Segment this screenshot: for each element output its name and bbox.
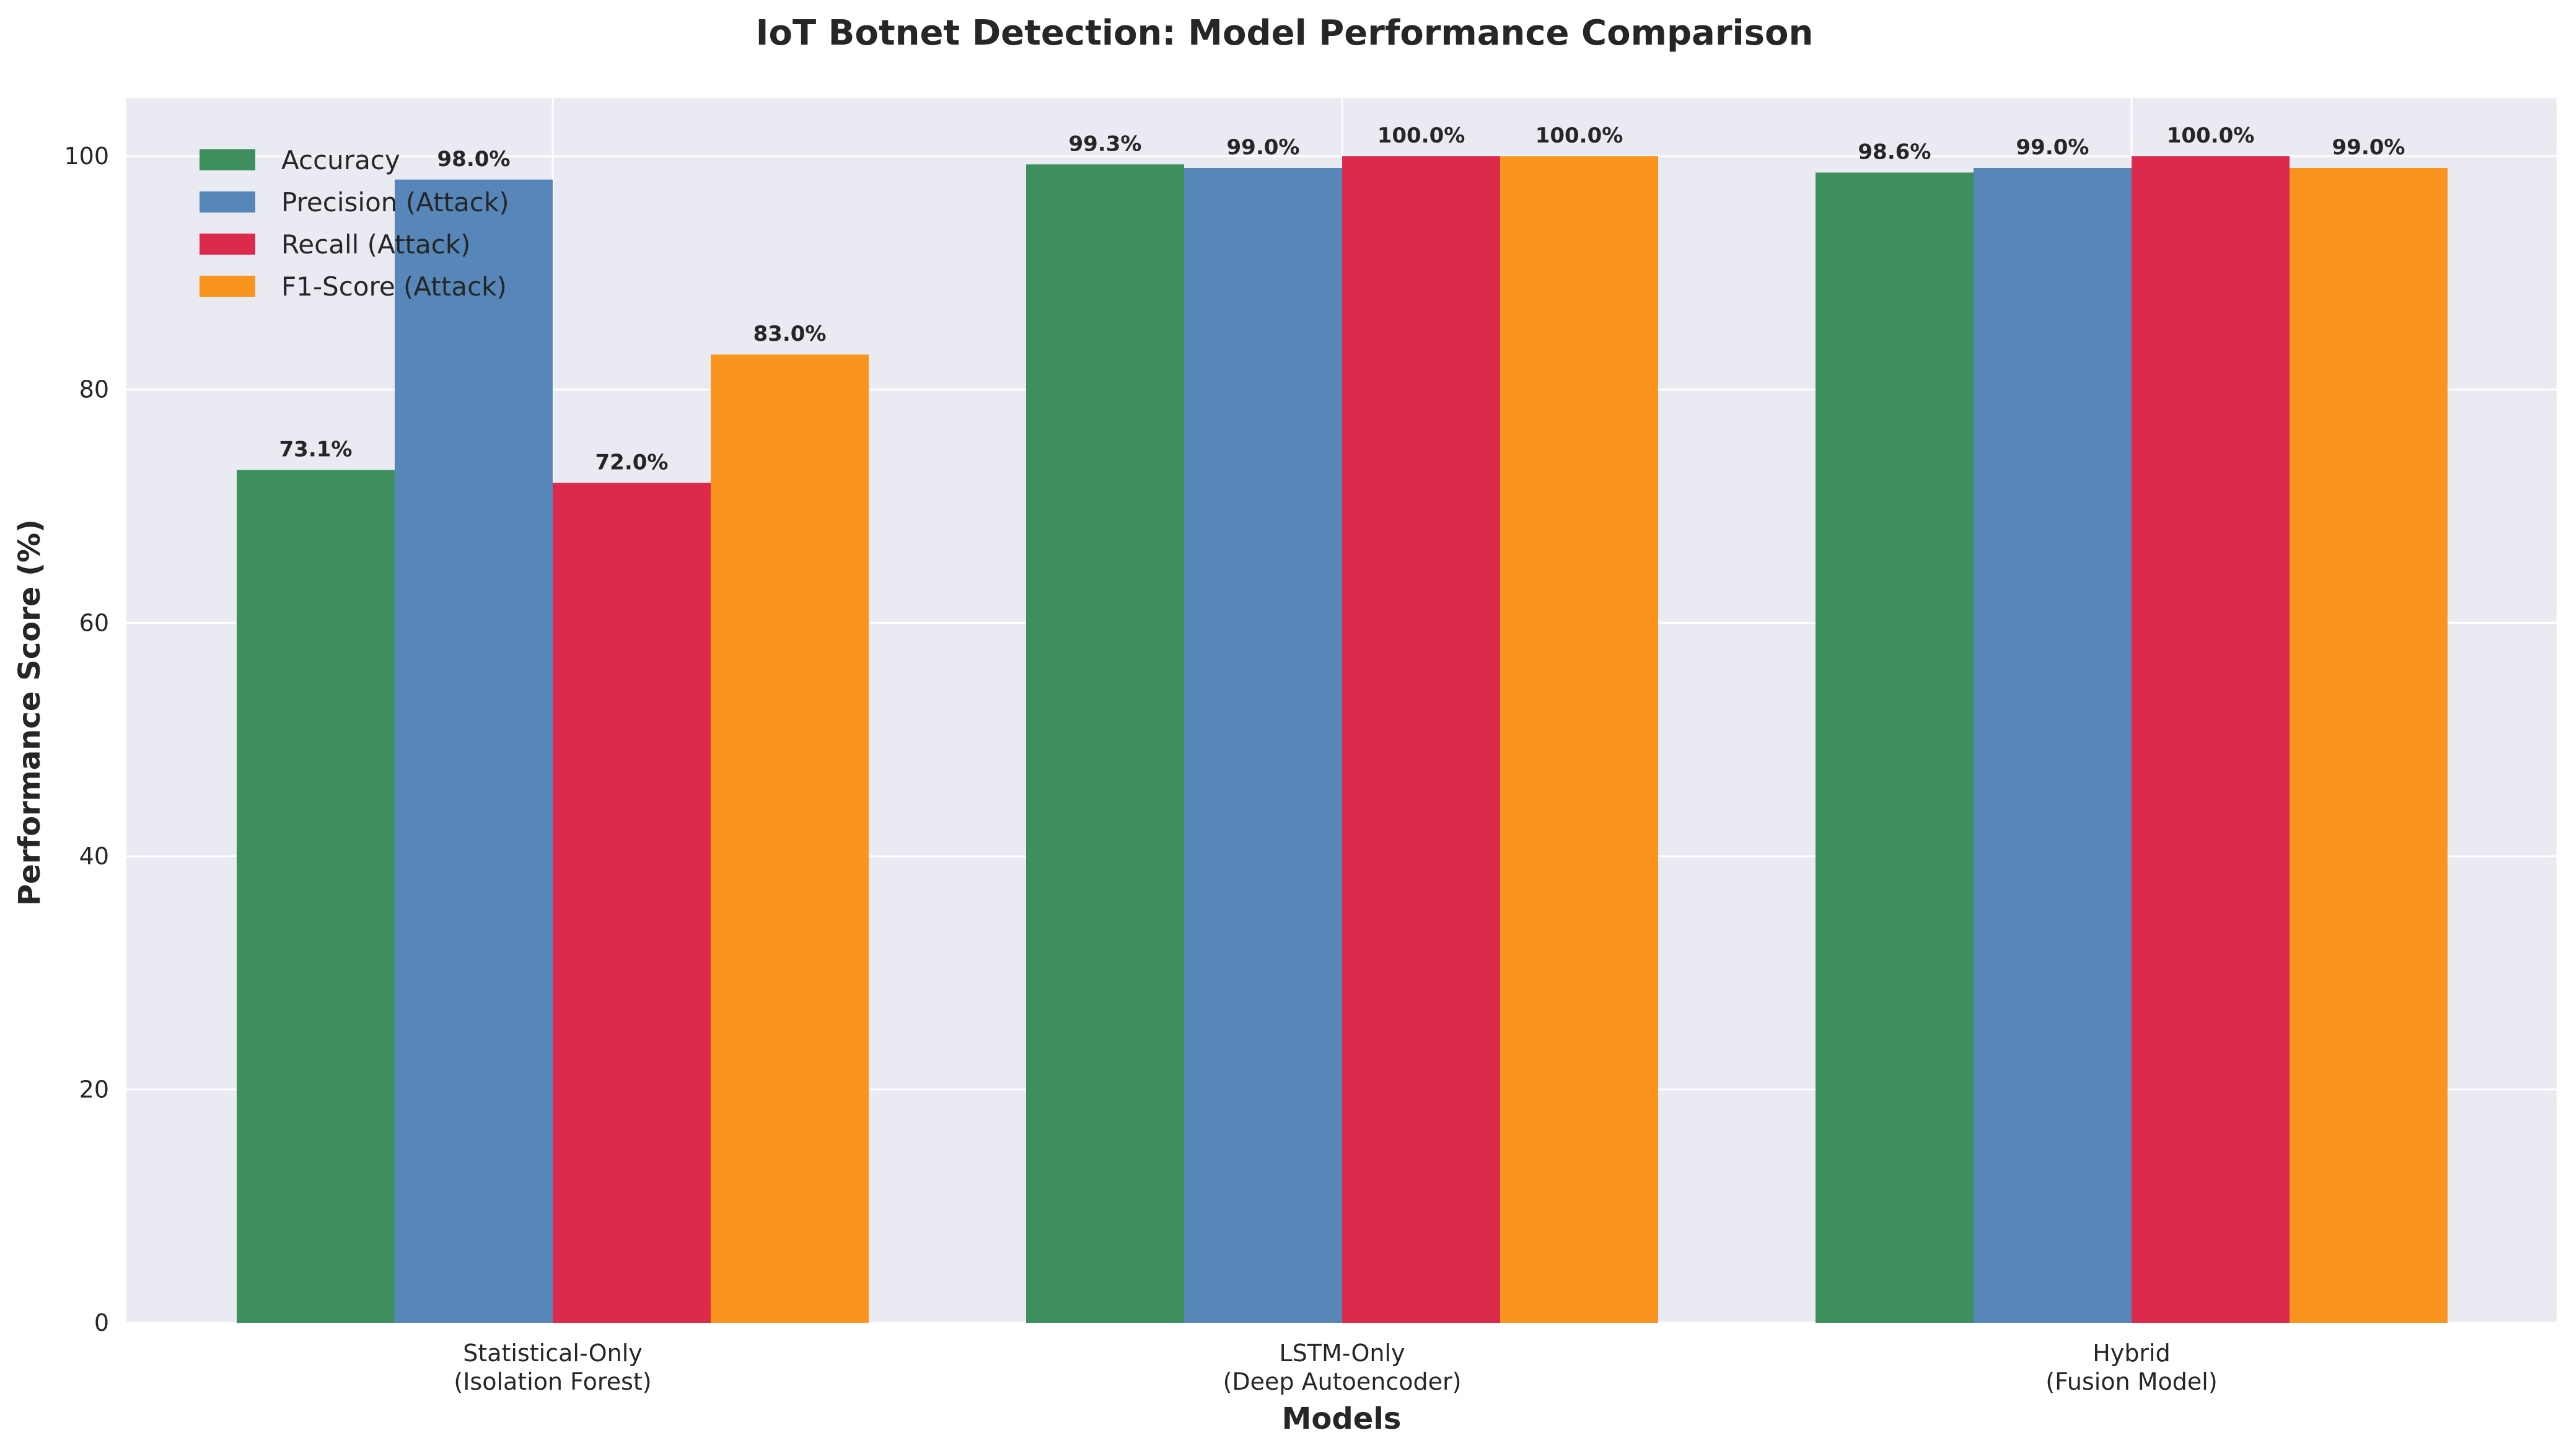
y-tick-label: 20 — [79, 1076, 109, 1103]
y-tick-label: 80 — [79, 376, 109, 403]
bar-value-label: 100.0% — [2167, 123, 2255, 148]
y-tick-label: 0 — [94, 1309, 109, 1336]
bar-f1-score-attack-0[interactable] — [711, 354, 869, 1323]
legend-swatch — [200, 234, 255, 255]
bar-value-label: 99.0% — [2016, 135, 2089, 160]
bar-recall-attack-2[interactable] — [2132, 156, 2290, 1323]
bar-f1-score-attack-2[interactable] — [2290, 167, 2448, 1323]
x-tick-label: LSTM-Only (Deep Autoencoder) — [1223, 1340, 1462, 1395]
x-axis-ticks: Statistical-Only (Isolation Forest) LSTM-O… — [454, 1340, 2217, 1395]
bar-recall-attack-1[interactable] — [1342, 156, 1500, 1323]
y-tick-label: 60 — [79, 609, 109, 636]
x-tick-label: Statistical-Only (Isolation Forest) — [454, 1340, 651, 1395]
y-tick-label: 100 — [64, 143, 109, 170]
bar-accuracy-2[interactable] — [1816, 172, 1974, 1323]
legend-label: Accuracy — [281, 145, 400, 175]
bar-value-label: 98.6% — [1858, 140, 1931, 165]
legend-swatch — [200, 276, 255, 297]
bar-value-label: 98.0% — [437, 147, 511, 172]
bar-value-label: 99.3% — [1069, 131, 1142, 156]
bar-precision-attack-0[interactable] — [395, 179, 553, 1323]
x-tick-label-line: (Isolation Forest) — [454, 1368, 651, 1395]
legend-swatch — [200, 191, 255, 213]
bar-value-label: 72.0% — [595, 450, 669, 475]
bar-value-label: 83.0% — [753, 322, 827, 346]
x-tick-label-line: LSTM-Only — [1279, 1340, 1405, 1367]
y-axis-ticks: 0 20 40 60 80 100 — [64, 143, 109, 1336]
chart-title: IoT Botnet Detection: Model Performance … — [756, 13, 1814, 53]
bar-precision-attack-2[interactable] — [1974, 167, 2132, 1323]
bars-group — [237, 156, 2448, 1323]
value-labels-group: 73.1% 98.0% 72.0% 83.0% 99.3% 99.0% 100.0% 100.… — [279, 123, 2405, 475]
x-tick-label-line: (Deep Autoencoder) — [1223, 1368, 1462, 1395]
bar-value-label: 100.0% — [1535, 123, 1623, 148]
bar-value-label: 99.0% — [1227, 135, 1300, 160]
x-tick-label-line: Statistical-Only — [463, 1340, 643, 1367]
bar-recall-attack-0[interactable] — [553, 483, 711, 1323]
bar-accuracy-0[interactable] — [237, 470, 395, 1323]
x-tick-label-line: (Fusion Model) — [2045, 1368, 2217, 1395]
x-axis-label: Models — [1282, 1401, 1402, 1436]
x-tick-label-line: Hybrid — [2093, 1340, 2171, 1367]
legend-label: Recall (Attack) — [281, 229, 471, 260]
y-axis-label: Performance Score (%) — [12, 519, 47, 906]
x-tick-label: Hybrid (Fusion Model) — [2045, 1340, 2217, 1395]
bar-value-label: 100.0% — [1377, 123, 1465, 148]
legend-label: F1-Score (Attack) — [281, 271, 507, 302]
bar-precision-attack-1[interactable] — [1184, 167, 1342, 1323]
bar-accuracy-1[interactable] — [1026, 164, 1184, 1323]
bar-value-label: 73.1% — [279, 437, 353, 462]
bar-value-label: 99.0% — [2332, 135, 2405, 160]
legend-swatch — [200, 149, 255, 170]
legend: Accuracy Precision (Attack) Recall (Attack… — [200, 145, 509, 302]
y-tick-label: 40 — [79, 843, 109, 870]
bar-f1-score-attack-1[interactable] — [1500, 156, 1658, 1323]
legend-label: Precision (Attack) — [281, 187, 509, 217]
